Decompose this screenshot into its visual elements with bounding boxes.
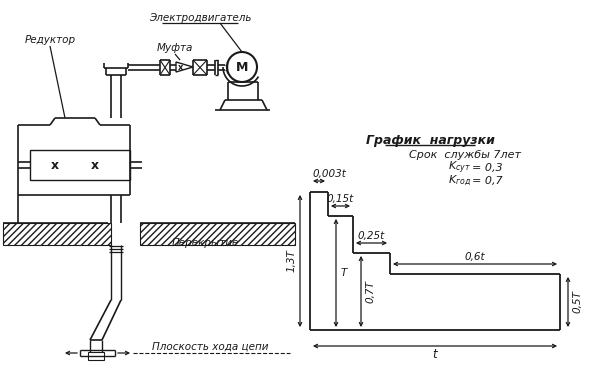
Text: $K_{год}$: $K_{год}$ — [448, 174, 471, 188]
Text: x: x — [178, 62, 184, 72]
Text: 0,003t: 0,003t — [312, 169, 346, 179]
Text: 0,6t: 0,6t — [465, 252, 485, 262]
Text: Плоскость хода цепи: Плоскость хода цепи — [152, 342, 268, 352]
Polygon shape — [176, 62, 193, 72]
Text: Т: Т — [341, 268, 347, 278]
Text: Редуктор: Редуктор — [24, 35, 76, 45]
Bar — [140, 223, 295, 245]
Text: $K_{сут}$: $K_{сут}$ — [448, 160, 471, 176]
Text: = 0,7: = 0,7 — [472, 176, 502, 186]
Bar — [30, 150, 130, 180]
Text: M: M — [236, 61, 248, 73]
Bar — [88, 352, 104, 360]
Text: t: t — [433, 348, 437, 361]
Text: 0,15t: 0,15t — [327, 194, 354, 204]
Text: x: x — [91, 159, 99, 172]
Bar — [3, 223, 111, 245]
Text: Муфта: Муфта — [157, 43, 193, 53]
Text: Срок  службы 7лет: Срок службы 7лет — [409, 150, 521, 160]
Text: 0,25t: 0,25t — [358, 231, 385, 241]
Text: График  нагрузки: График нагрузки — [366, 134, 495, 146]
Text: 0,7Т: 0,7Т — [365, 280, 375, 303]
Text: Электродвигатель: Электродвигатель — [149, 13, 251, 23]
Text: x: x — [51, 159, 59, 172]
Text: 1,3Т: 1,3Т — [286, 249, 296, 272]
Text: 0,5Т: 0,5Т — [572, 290, 582, 313]
Text: = 0,3: = 0,3 — [472, 163, 502, 173]
Text: Перекрытие: Перекрытие — [171, 238, 239, 248]
